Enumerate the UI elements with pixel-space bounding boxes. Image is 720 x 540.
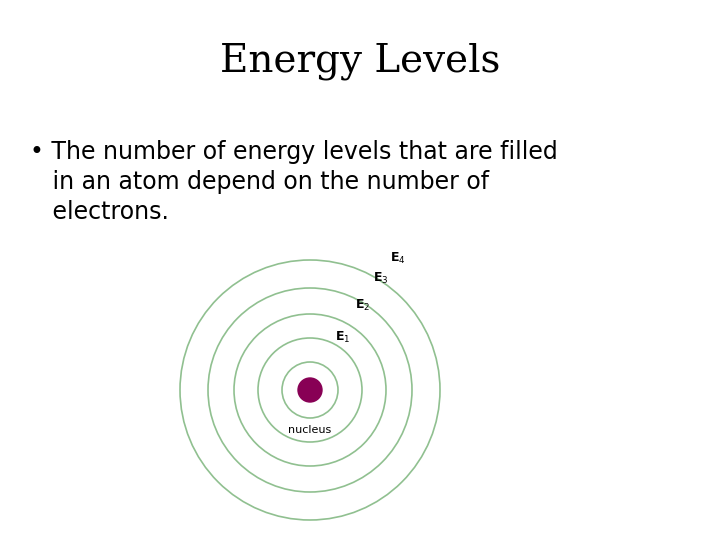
Text: Energy Levels: Energy Levels <box>220 42 500 79</box>
Text: • The number of energy levels that are filled: • The number of energy levels that are f… <box>30 140 558 164</box>
Text: E$_2$: E$_2$ <box>355 298 370 313</box>
Text: in an atom depend on the number of: in an atom depend on the number of <box>30 170 489 194</box>
Text: E$_1$: E$_1$ <box>335 329 351 345</box>
Text: nucleus: nucleus <box>289 425 332 435</box>
Text: E$_3$: E$_3$ <box>373 271 389 286</box>
Circle shape <box>298 378 322 402</box>
Text: electrons.: electrons. <box>30 200 169 224</box>
Text: E$_4$: E$_4$ <box>390 251 405 266</box>
